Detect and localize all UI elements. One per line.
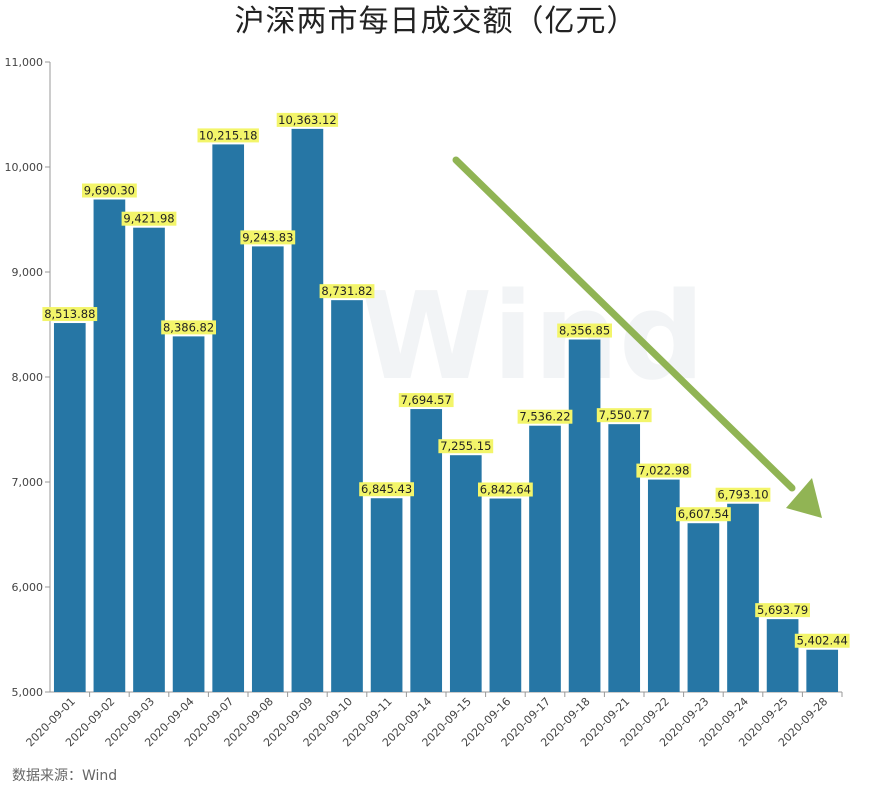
- value-label: 9,421.98: [123, 212, 174, 226]
- bar-2020-09-14: [410, 409, 443, 692]
- value-label: 7,550.77: [599, 408, 650, 422]
- trend-arrow-shaft: [452, 156, 796, 492]
- bar-2020-09-15: [449, 455, 482, 692]
- value-label: 8,356.85: [559, 324, 610, 338]
- value-label-bg: [161, 320, 216, 335]
- trend-arrow: [452, 156, 822, 518]
- value-label-bg: [557, 323, 612, 338]
- value-label-bg: [398, 393, 454, 408]
- bar-2020-09-10: [331, 300, 363, 692]
- bar-2020-09-25: [766, 619, 799, 692]
- bar-2020-09-16: [489, 498, 522, 692]
- bar-2020-09-07: [212, 144, 245, 692]
- value-label-bg: [438, 439, 494, 454]
- trend-arrow-head: [786, 478, 822, 518]
- value-label: 6,842.64: [480, 483, 531, 497]
- value-label: 8,731.82: [321, 284, 372, 298]
- bar-2020-09-21: [608, 424, 641, 692]
- value-label: 8,513.88: [44, 307, 95, 321]
- value-label: 10,363.12: [278, 113, 337, 127]
- y-tick-label: 7,000: [12, 476, 44, 489]
- value-label-bg: [755, 603, 810, 618]
- y-tick-label: 9,000: [12, 266, 44, 279]
- watermark-text: Wind: [360, 268, 705, 407]
- value-label-bg: [715, 487, 771, 502]
- chart-title: 沪深两市每日成交额（亿元）: [234, 4, 638, 39]
- value-label-bg: [636, 463, 692, 478]
- bar-2020-09-24: [727, 503, 759, 692]
- value-label: 5,402.44: [797, 634, 848, 648]
- y-tick-label: 8,000: [12, 371, 44, 384]
- value-label-bg: [82, 183, 137, 198]
- bar-2020-09-11: [370, 498, 403, 692]
- value-label-bg: [517, 409, 573, 424]
- value-label-bg: [240, 230, 296, 245]
- bar-2020-09-03: [133, 227, 165, 693]
- value-label-bg: [121, 211, 177, 226]
- y-axis: 5,000 6,000 7,000 8,000 9,000 10,000 11,000: [5, 56, 51, 699]
- source-note: 数据来源：Wind: [12, 768, 118, 784]
- value-label-bg: [676, 507, 731, 522]
- value-label: 10,215.18: [199, 128, 258, 142]
- value-label: 7,022.98: [638, 464, 689, 478]
- y-tick-label: 5,000: [12, 686, 44, 699]
- value-label-bg: [319, 284, 375, 299]
- value-label: 6,845.43: [361, 482, 412, 496]
- value-label: 8,386.82: [163, 320, 214, 334]
- value-label: 9,690.30: [84, 184, 135, 198]
- value-label-bg: [359, 482, 414, 497]
- value-label: 9,243.83: [242, 230, 293, 244]
- value-label-bg: [197, 128, 259, 143]
- y-tick-label: 6,000: [12, 581, 44, 594]
- bar-2020-09-08: [251, 246, 284, 693]
- value-label-bg: [42, 307, 98, 322]
- value-label: 5,693.79: [757, 603, 808, 617]
- bar-2020-09-01: [53, 323, 86, 692]
- bar-2020-09-02: [93, 199, 126, 692]
- value-label-bg: [478, 482, 533, 497]
- value-label: 6,793.10: [717, 488, 768, 502]
- y-tick-label: 10,000: [5, 161, 44, 174]
- bar-2020-09-23: [687, 523, 720, 692]
- y-tick-label: 11,000: [5, 56, 44, 69]
- value-label: 7,255.15: [440, 439, 491, 453]
- value-labels-group: 8,513.88 9,690.30 9,421.98 8,386.82 10,215.1…: [42, 112, 850, 648]
- bar-2020-09-09: [291, 128, 324, 692]
- value-label-bg: [596, 408, 652, 423]
- x-axis: 2020-09-012020-09-022020-09-032020-09-04…: [24, 691, 843, 749]
- bar-2020-09-22: [647, 479, 680, 692]
- bar-2020-09-04: [172, 336, 205, 692]
- value-label: 6,607.54: [678, 507, 729, 521]
- value-label-bg: [794, 633, 850, 648]
- bar-2020-09-17: [529, 425, 561, 692]
- bar-2020-09-28: [806, 649, 839, 692]
- value-label-bg: [276, 112, 339, 127]
- value-label: 7,536.22: [519, 410, 570, 424]
- value-label: 7,694.57: [401, 393, 452, 407]
- bars-group: [53, 128, 839, 693]
- bar-2020-09-18: [568, 339, 601, 692]
